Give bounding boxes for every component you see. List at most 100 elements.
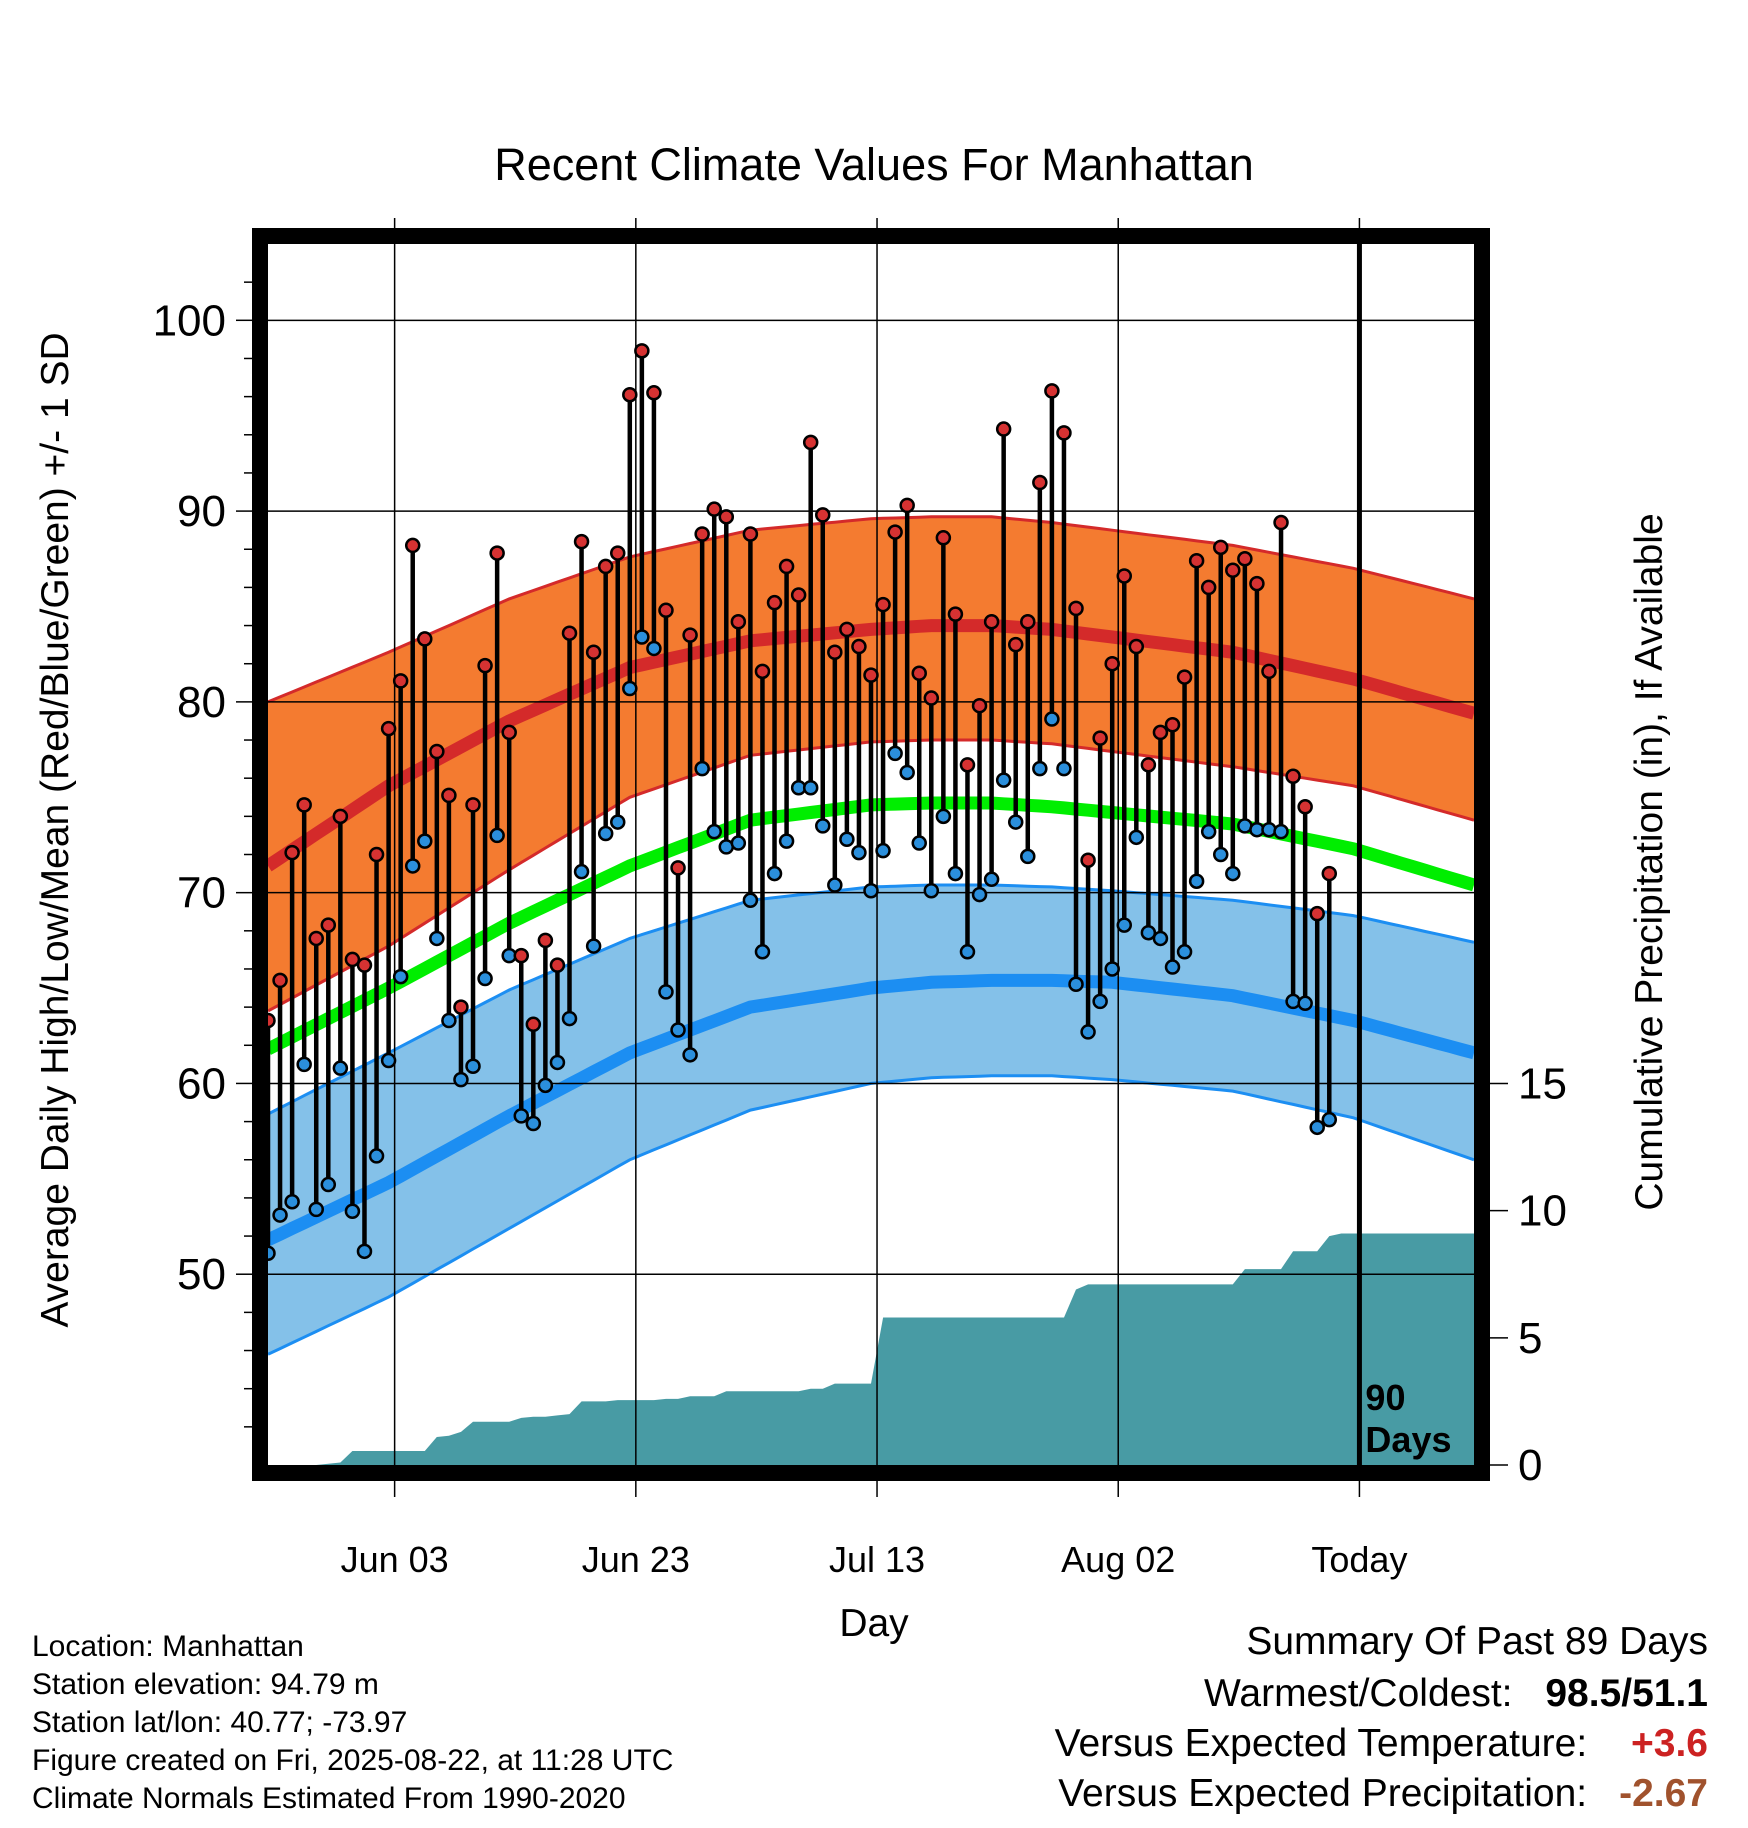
station-info: Location: Manhattan Station elevation: 9… <box>32 1628 673 1818</box>
daily-low-point <box>911 835 927 851</box>
daily-low-point <box>971 886 988 903</box>
daily-low-point <box>573 863 590 880</box>
y2-axis-label: Cumulative Precipitation (in), If Availa… <box>1628 513 1671 1210</box>
daily-high-point <box>658 602 674 619</box>
daily-low-point <box>694 760 710 777</box>
warm-cold-value: 98.5/51.1 <box>1545 1672 1708 1715</box>
daily-high-point <box>947 606 964 622</box>
daily-low-point <box>815 818 831 834</box>
daily-high-point <box>296 797 312 813</box>
daily-high-point <box>1225 562 1241 578</box>
daily-high-point <box>754 663 771 680</box>
daily-high-point <box>429 743 445 760</box>
daily-high-point <box>839 621 855 638</box>
daily-high-point <box>1188 552 1205 569</box>
daily-low-point <box>284 1193 300 1210</box>
daily-high-point <box>971 697 988 714</box>
x-tick-label: Jul 13 <box>829 1539 925 1580</box>
daily-low-point <box>802 779 819 796</box>
daily-high-point <box>634 343 650 359</box>
y2-tick-label: 15 <box>1518 1059 1567 1108</box>
daily-low-point <box>453 1071 469 1088</box>
daily-low-point <box>1020 848 1036 865</box>
daily-low-point <box>646 640 662 657</box>
daily-low-point <box>1200 823 1217 840</box>
daily-low-point <box>742 892 759 909</box>
daily-low-point <box>380 1052 397 1069</box>
daily-high-point <box>730 613 747 630</box>
normal-low-line <box>268 973 1474 1246</box>
latlon-line: Station lat/lon: 40.77; -73.97 <box>32 1706 408 1739</box>
daily-low-point <box>489 827 505 844</box>
daily-low-point <box>296 1056 312 1073</box>
daily-low-point <box>561 1010 578 1027</box>
daily-low-point <box>441 1012 457 1029</box>
daily-high-point <box>983 613 1000 630</box>
daily-high-point <box>513 947 530 964</box>
daily-high-point <box>561 625 578 641</box>
daily-low-point <box>827 877 843 893</box>
daily-high-point <box>1140 757 1157 773</box>
daily-low-point <box>839 831 855 847</box>
daily-high-point <box>368 846 385 863</box>
daily-low-point <box>1188 873 1205 889</box>
daily-low-point <box>1080 1024 1096 1040</box>
daily-high-point <box>694 526 710 542</box>
daily-high-point <box>742 526 759 542</box>
daily-low-point <box>682 1047 698 1063</box>
daily-high-point <box>1297 799 1313 815</box>
daily-high-point <box>827 644 843 661</box>
daily-high-point <box>863 667 879 683</box>
precip-area <box>268 1233 1474 1465</box>
daily-high-point <box>1321 865 1338 882</box>
daily-low-point <box>1140 924 1157 941</box>
daily-low-point <box>935 808 952 825</box>
daily-low-point <box>1044 711 1060 727</box>
daily-low-point <box>465 1058 481 1075</box>
daily-low-point <box>392 968 409 985</box>
daily-high-point <box>573 533 590 550</box>
daily-low-point <box>1116 917 1133 933</box>
daily-low-point <box>1104 961 1120 977</box>
daily-high-point <box>609 545 626 561</box>
daily-high-point <box>1007 636 1024 653</box>
daily-low-point <box>875 842 891 859</box>
summary-precip: Versus Expected Precipitation: -2.67 <box>1058 1772 1708 1816</box>
daily-high-point <box>441 787 457 804</box>
daily-high-point <box>1116 568 1133 584</box>
daily-low-point <box>923 882 940 899</box>
daily-low-point <box>537 1077 554 1094</box>
daily-low-point <box>1152 930 1169 947</box>
daily-low-point <box>863 882 879 899</box>
y-axis-label: Average Daily High/Low/Mean (Red/Blue/Gr… <box>34 332 77 1327</box>
daily-high-point <box>1032 474 1048 491</box>
chart-title: Recent Climate Values For Manhattan <box>494 139 1254 190</box>
daily-low-point <box>417 833 433 849</box>
precip-value: -2.67 <box>1619 1772 1708 1815</box>
plot-frame <box>252 228 1490 1481</box>
daily-low-point <box>609 814 626 830</box>
y-tick-label: 80 <box>177 678 226 727</box>
daily-high-point <box>1176 669 1193 685</box>
daily-low-point <box>513 1108 530 1124</box>
daily-low-point <box>1176 944 1193 960</box>
daily-high-point <box>706 501 722 517</box>
daily-low-point <box>332 1060 349 1076</box>
daily-high-point <box>477 657 493 674</box>
daily-low-point <box>429 930 445 947</box>
daily-high-point <box>392 673 409 689</box>
daily-high-point <box>537 932 554 949</box>
daily-high-point <box>959 757 976 773</box>
daily-high-point <box>887 524 903 540</box>
x-tick-label: Aug 02 <box>1061 1539 1175 1580</box>
plot-content <box>268 244 1474 1465</box>
daily-high-point <box>646 385 662 401</box>
daily-low-point <box>404 858 421 874</box>
daily-high-point <box>718 509 735 525</box>
x-axis-label: Day <box>839 1602 909 1645</box>
y-tick-label: 90 <box>177 487 226 536</box>
created-line: Figure created on Fri, 2025-08-22, at 11… <box>32 1744 674 1777</box>
daily-low-point <box>766 865 783 882</box>
daily-low-point <box>887 745 903 762</box>
daily-low-point <box>1056 760 1072 777</box>
